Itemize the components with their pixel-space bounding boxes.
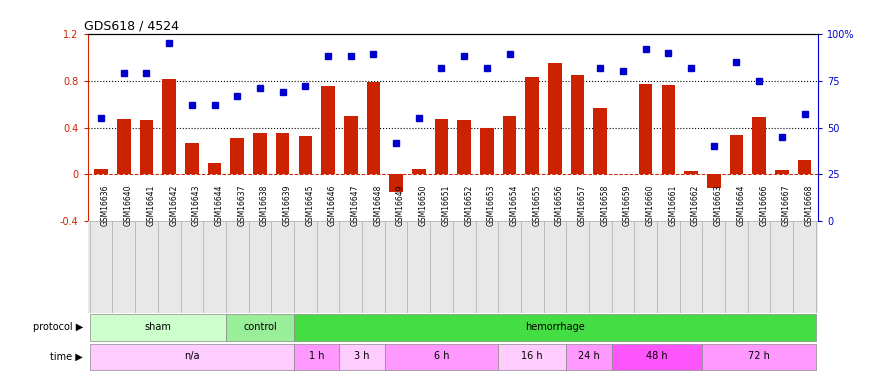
- Bar: [566, 344, 612, 370]
- Text: GSM16642: GSM16642: [169, 184, 178, 226]
- Text: GSM16654: GSM16654: [509, 184, 519, 226]
- Text: GSM16657: GSM16657: [578, 184, 586, 226]
- Text: GSM16644: GSM16644: [214, 184, 224, 226]
- Bar: [775, 170, 788, 174]
- Bar: [612, 344, 703, 370]
- Text: 6 h: 6 h: [434, 351, 449, 361]
- Bar: [662, 86, 676, 174]
- Bar: [298, 136, 312, 174]
- Bar: [480, 128, 494, 174]
- Text: sham: sham: [144, 322, 172, 332]
- Text: 1 h: 1 h: [309, 351, 325, 361]
- Bar: [525, 77, 539, 174]
- Text: GSM16660: GSM16660: [646, 184, 654, 226]
- Text: 3 h: 3 h: [354, 351, 370, 361]
- Text: GSM16651: GSM16651: [442, 184, 451, 226]
- Text: GDS618 / 4524: GDS618 / 4524: [84, 20, 178, 33]
- Text: GSM16639: GSM16639: [283, 184, 291, 226]
- Bar: [207, 163, 221, 174]
- Bar: [570, 75, 584, 174]
- Bar: [321, 87, 335, 174]
- Text: protocol ▶: protocol ▶: [33, 322, 83, 333]
- Text: GSM16647: GSM16647: [351, 184, 360, 226]
- Text: GSM16655: GSM16655: [532, 184, 542, 226]
- Bar: [163, 80, 176, 174]
- Text: time ▶: time ▶: [51, 352, 83, 362]
- Bar: [294, 314, 816, 340]
- Bar: [186, 143, 199, 174]
- Bar: [367, 82, 381, 174]
- Bar: [548, 63, 562, 174]
- Bar: [117, 119, 130, 174]
- Text: GSM16648: GSM16648: [374, 184, 382, 226]
- Bar: [385, 344, 498, 370]
- Text: 72 h: 72 h: [748, 351, 770, 361]
- Bar: [498, 344, 566, 370]
- Text: GSM16641: GSM16641: [146, 184, 156, 226]
- Bar: [503, 116, 516, 174]
- Text: GSM16664: GSM16664: [737, 184, 746, 226]
- Text: GSM16640: GSM16640: [123, 184, 133, 226]
- Text: GSM16650: GSM16650: [419, 184, 428, 226]
- Bar: [707, 174, 720, 188]
- Bar: [730, 135, 743, 174]
- Text: GSM16656: GSM16656: [555, 184, 564, 226]
- Text: GSM16649: GSM16649: [396, 184, 405, 226]
- Bar: [276, 134, 290, 174]
- Text: control: control: [243, 322, 276, 332]
- Bar: [389, 174, 402, 192]
- Text: GSM16646: GSM16646: [328, 184, 337, 226]
- Bar: [593, 108, 607, 174]
- Text: GSM16645: GSM16645: [305, 184, 314, 226]
- Bar: [412, 168, 425, 174]
- Text: GSM16636: GSM16636: [102, 184, 110, 226]
- Bar: [639, 84, 653, 174]
- Bar: [752, 117, 766, 174]
- Text: GSM16643: GSM16643: [192, 184, 201, 226]
- Text: GSM16659: GSM16659: [623, 184, 632, 226]
- Bar: [226, 314, 294, 340]
- Bar: [94, 168, 108, 174]
- Text: 16 h: 16 h: [522, 351, 543, 361]
- Bar: [140, 120, 153, 174]
- Bar: [340, 344, 385, 370]
- Text: GSM16652: GSM16652: [464, 184, 473, 226]
- Text: hemorrhage: hemorrhage: [525, 322, 584, 332]
- Text: GSM16653: GSM16653: [487, 184, 496, 226]
- Bar: [90, 314, 226, 340]
- Bar: [294, 344, 340, 370]
- Bar: [435, 119, 448, 174]
- Text: 24 h: 24 h: [578, 351, 600, 361]
- Bar: [253, 134, 267, 174]
- Text: GSM16666: GSM16666: [760, 184, 768, 226]
- Bar: [798, 160, 811, 174]
- Text: GSM16668: GSM16668: [804, 184, 814, 226]
- Text: GSM16667: GSM16667: [782, 184, 791, 226]
- Text: GSM16663: GSM16663: [714, 184, 723, 226]
- Text: GSM16658: GSM16658: [600, 184, 609, 226]
- Text: GSM16637: GSM16637: [237, 184, 246, 226]
- Bar: [230, 138, 244, 174]
- Text: n/a: n/a: [184, 351, 200, 361]
- Bar: [90, 344, 294, 370]
- Text: GSM16662: GSM16662: [691, 184, 700, 226]
- Bar: [344, 116, 358, 174]
- Bar: [458, 120, 471, 174]
- Text: GSM16661: GSM16661: [668, 184, 677, 226]
- Bar: [703, 344, 816, 370]
- Text: 48 h: 48 h: [647, 351, 668, 361]
- Text: GSM16638: GSM16638: [260, 184, 269, 226]
- Bar: [684, 171, 698, 174]
